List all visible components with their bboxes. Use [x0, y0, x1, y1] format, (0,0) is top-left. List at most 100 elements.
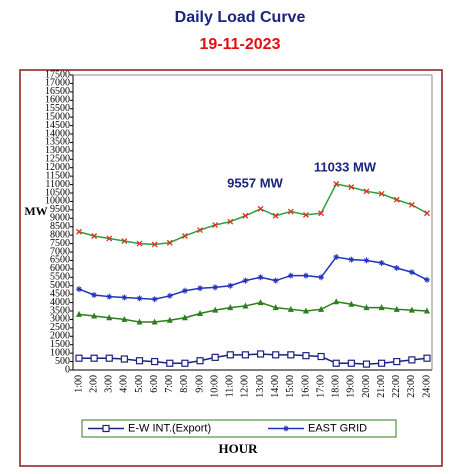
marker	[181, 233, 188, 239]
marker	[181, 287, 188, 294]
marker	[257, 205, 264, 212]
marker	[318, 210, 325, 217]
marker	[257, 299, 264, 306]
marker	[91, 312, 98, 319]
y-tick-label: 6500	[50, 255, 70, 266]
marker	[102, 424, 110, 433]
marker	[76, 310, 82, 317]
y-tick-label: 14500	[45, 120, 70, 131]
marker	[242, 212, 249, 219]
marker	[241, 351, 250, 359]
y-tick-label: 17500	[45, 69, 70, 80]
x-tick-label: 8:00	[179, 375, 190, 393]
x-tick-label: 16:00	[300, 375, 311, 398]
y-tick-label: 13500	[45, 137, 70, 148]
marker	[348, 300, 355, 307]
x-tick-label: 12:00	[240, 375, 251, 398]
marker	[318, 274, 325, 281]
marker	[287, 208, 294, 215]
y-tick-label: 4000	[50, 297, 70, 308]
marker	[226, 351, 234, 359]
y-tick-label: 5000	[50, 280, 70, 291]
marker	[166, 359, 174, 367]
y-tick-label: 0	[65, 364, 70, 375]
marker	[151, 296, 158, 303]
marker	[106, 314, 113, 321]
x-tick-label: 11:00	[225, 375, 236, 397]
series-line	[78, 183, 428, 246]
y-tick-label: 10000	[45, 196, 70, 207]
marker	[363, 304, 370, 311]
x-tick-label: 24:00	[421, 375, 432, 398]
y-tick-label: 1500	[50, 339, 70, 350]
y-tick-label: 9000	[50, 213, 70, 224]
marker	[272, 351, 280, 359]
y-tick-label: 11000	[45, 179, 70, 190]
x-tick-label: 20:00	[361, 375, 372, 398]
marker	[283, 425, 289, 432]
marker	[424, 276, 430, 283]
x-tick-label: 18:00	[331, 375, 342, 398]
marker	[393, 196, 400, 203]
marker	[408, 356, 416, 364]
marker	[196, 357, 204, 365]
y-tick-label: 13000	[45, 145, 70, 156]
y-tick-label: 15500	[45, 103, 70, 114]
marker	[348, 184, 355, 191]
marker	[105, 354, 113, 362]
marker	[302, 352, 310, 360]
marker	[317, 352, 325, 361]
x-tick-label: 13:00	[255, 375, 266, 398]
legend-label: E-W INT.(Export)	[128, 422, 211, 434]
marker	[272, 277, 279, 284]
y-tick-label: 2000	[50, 331, 70, 342]
marker	[287, 305, 294, 312]
marker	[121, 315, 128, 322]
marker	[91, 233, 98, 239]
marker	[363, 188, 370, 195]
marker	[318, 305, 325, 312]
marker	[90, 354, 98, 362]
x-tick-label: 10:00	[209, 375, 220, 398]
legend-box	[81, 419, 397, 438]
marker	[76, 228, 82, 235]
marker	[166, 292, 173, 299]
marker	[91, 291, 98, 298]
x-tick-label: 2:00	[88, 375, 99, 393]
y-tick-label: 14000	[45, 128, 70, 139]
x-tick-label: 1:00	[73, 375, 84, 393]
marker	[120, 355, 128, 363]
y-tick-label: 16500	[45, 86, 70, 97]
marker	[362, 360, 371, 368]
y-tick-label: 2500	[50, 322, 70, 333]
marker	[287, 351, 295, 359]
marker	[408, 306, 415, 313]
y-tick-label: 5500	[50, 272, 70, 283]
y-tick-label: 4500	[50, 288, 70, 299]
y-tick-label: 15000	[45, 111, 70, 122]
marker	[363, 257, 370, 264]
marker	[197, 285, 204, 292]
legend-label: EAST GRID	[308, 422, 367, 434]
marker	[227, 282, 234, 289]
marker	[378, 190, 385, 197]
marker	[302, 211, 309, 218]
marker	[197, 227, 204, 234]
marker	[256, 350, 265, 358]
y-tick-label: 9500	[50, 204, 70, 215]
chart-title: Daily Load Curve	[175, 9, 306, 26]
marker	[212, 284, 219, 291]
marker	[242, 302, 249, 309]
y-tick-label: 6000	[50, 263, 70, 274]
y-tick-label: 3500	[50, 305, 70, 316]
x-tick-label: 23:00	[406, 375, 417, 398]
x-tick-label: 19:00	[346, 375, 357, 398]
marker	[257, 274, 264, 281]
marker	[408, 201, 415, 208]
marker	[106, 235, 113, 242]
marker	[106, 293, 113, 300]
annotation: 11033 MW	[314, 159, 377, 174]
marker	[302, 307, 309, 314]
marker	[393, 305, 400, 312]
